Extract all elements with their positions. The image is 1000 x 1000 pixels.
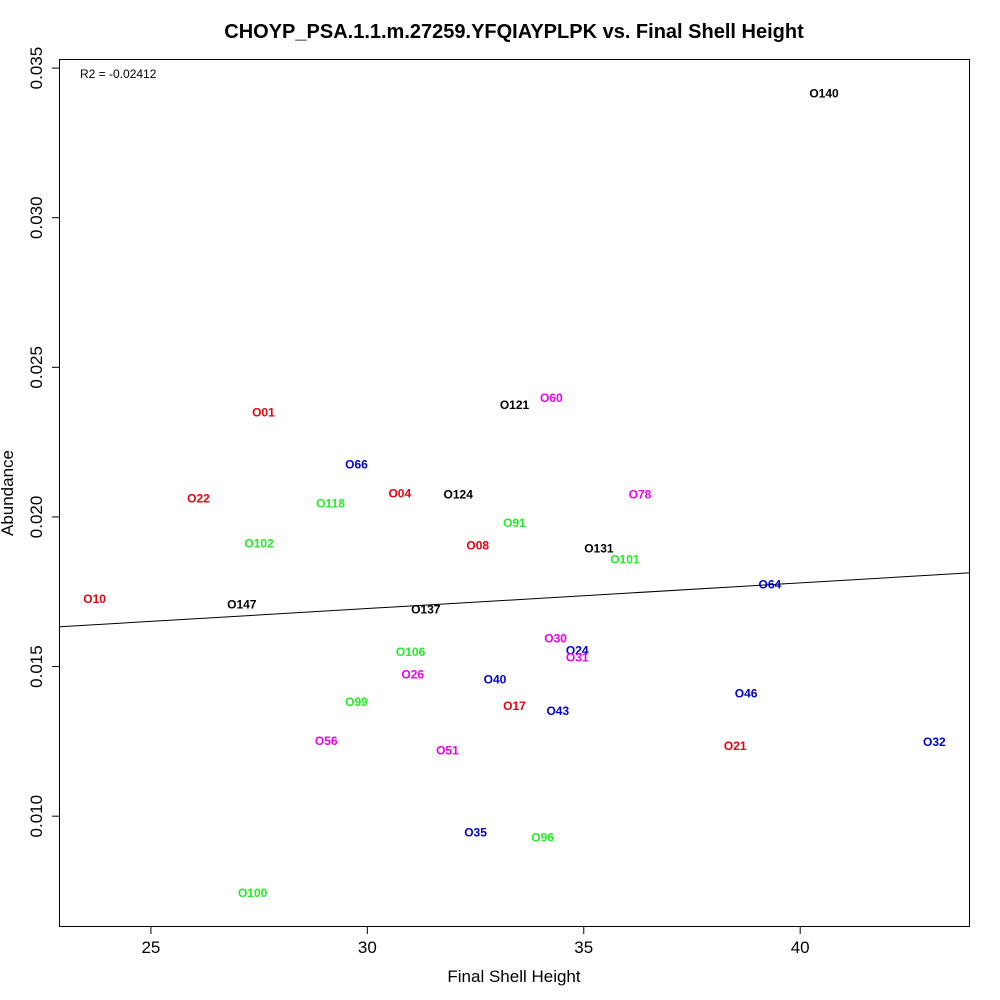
data-point-label: O40 — [484, 673, 507, 687]
data-point-label: O66 — [345, 458, 368, 472]
data-point-label: O100 — [238, 886, 268, 900]
y-tick-label: 0.035 — [27, 47, 46, 90]
x-tick-label: 25 — [141, 938, 160, 957]
data-point-label: O31 — [566, 650, 589, 664]
data-point-label: O30 — [544, 631, 567, 645]
y-axis: 0.010 0.015 0.020 0.025 0.030 0.035 — [27, 47, 60, 838]
x-axis-label: Final Shell Height — [447, 967, 581, 986]
data-point-label: O102 — [244, 536, 274, 550]
x-tick-label: 30 — [358, 938, 377, 957]
x-tick-label: 35 — [574, 938, 593, 957]
chart-title: CHOYP_PSA.1.1.m.27259.YFQIAYPLPK vs. Fin… — [224, 21, 804, 43]
data-point-label: O24 — [566, 644, 589, 658]
data-point-label: O101 — [610, 552, 640, 566]
data-point-label: O22 — [187, 491, 210, 505]
regression-line — [59, 572, 970, 628]
y-tick-label: 0.025 — [27, 346, 46, 389]
data-point-label: O26 — [401, 668, 424, 682]
y-axis-label: Abundance — [0, 450, 17, 536]
y-tick-label: 0.015 — [27, 645, 46, 688]
data-point-label: O35 — [464, 825, 487, 839]
y-tick-label: 0.010 — [27, 795, 46, 838]
data-point-label: O99 — [345, 695, 368, 709]
data-point-label: O08 — [466, 539, 489, 553]
data-point-label: O43 — [546, 704, 569, 718]
data-point-label: O10 — [83, 592, 106, 606]
data-point-label: O78 — [629, 487, 652, 501]
y-tick-label: 0.020 — [27, 496, 46, 539]
data-point-label: O121 — [500, 398, 530, 412]
data-point-label: O51 — [436, 744, 459, 758]
data-point-label: O131 — [584, 541, 614, 555]
data-point-label: O21 — [724, 739, 747, 753]
data-point-label: O46 — [735, 686, 758, 700]
x-tick-label: 40 — [791, 938, 810, 957]
data-point-label: O96 — [531, 830, 554, 844]
data-point-label: O106 — [396, 645, 426, 659]
data-point-label: O118 — [316, 496, 345, 510]
x-axis: 25 30 35 40 — [141, 926, 810, 957]
data-point-label: O60 — [540, 391, 563, 405]
data-point-label: O32 — [923, 735, 946, 749]
data-point-label: O17 — [503, 699, 526, 713]
data-points: O140 O60 O121 O01 O66 O04 O124 O78 O22 O118 O91 O10… — [83, 87, 946, 900]
data-point-label: O64 — [759, 577, 782, 591]
data-point-label: O147 — [227, 597, 257, 611]
data-point-label: O56 — [315, 734, 338, 748]
data-point-label: O137 — [411, 602, 441, 616]
data-point-label: O140 — [809, 87, 839, 101]
y-tick-label: 0.030 — [27, 196, 46, 239]
data-point-label: O124 — [444, 487, 474, 501]
r2-annotation: R2 = -0.02412 — [80, 67, 157, 81]
data-point-label: O04 — [388, 486, 411, 500]
plot-area — [59, 59, 970, 927]
data-point-label: O91 — [503, 516, 526, 530]
data-point-label: O01 — [252, 406, 275, 420]
